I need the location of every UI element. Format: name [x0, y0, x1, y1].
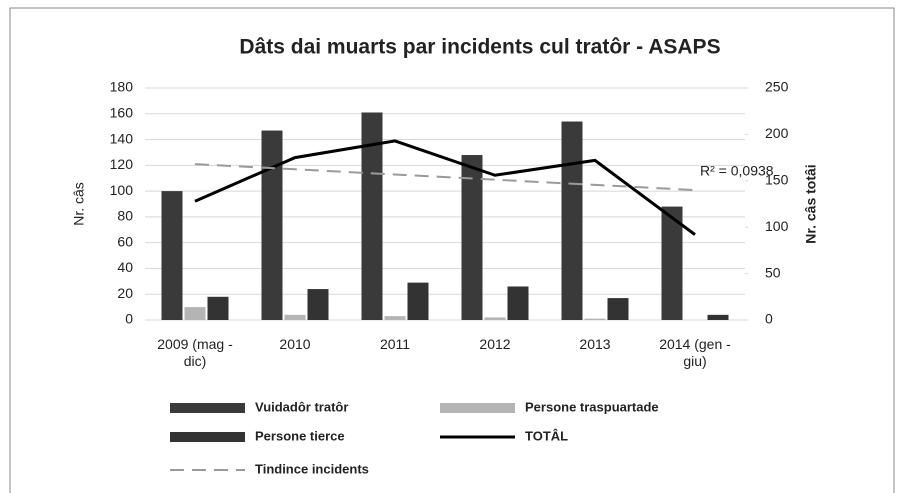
y2-tick-label: 200 — [765, 125, 789, 141]
bar — [161, 191, 183, 320]
trend-line — [194, 163, 696, 192]
bar — [461, 155, 483, 320]
legend-label: Vuidadôr tratôr — [255, 399, 348, 414]
bar — [484, 317, 506, 320]
y-tick-label: 140 — [110, 130, 134, 146]
annotation: R² = 0,0938 — [700, 163, 774, 179]
legend-label: Persone traspuartade — [525, 399, 659, 414]
chart-title: Dâts dai muarts par incidents cul tratôr… — [239, 36, 720, 59]
bar — [261, 130, 283, 320]
bar — [207, 296, 229, 320]
legend-label: Persone tierce — [255, 428, 345, 443]
y-tick-label: 120 — [110, 156, 134, 172]
y-tick-label: 100 — [110, 182, 134, 198]
y-tick-label: 0 — [125, 311, 133, 327]
bar — [661, 206, 683, 320]
y-tick-label: 60 — [117, 233, 133, 249]
y2-tick-label: 150 — [765, 172, 789, 188]
bar — [361, 112, 383, 320]
legend-swatch — [170, 432, 245, 442]
y2-tick-label: 100 — [765, 218, 789, 234]
bar — [584, 318, 606, 320]
bar — [407, 282, 429, 320]
x-tick-label: 2012 — [479, 336, 511, 352]
y-tick-label: 80 — [117, 208, 133, 224]
x-tick-label: 2009 (mag - dic) — [157, 336, 233, 369]
bar — [707, 314, 729, 320]
x-tick-label: 2011 — [379, 336, 411, 352]
y-axis-label: Nr. câs — [71, 182, 87, 226]
legend-swatch — [440, 403, 515, 413]
x-tick-label: 2013 — [579, 336, 611, 352]
chart-frame — [9, 7, 895, 493]
x-tick-label: 2014 (gen - giu) — [659, 336, 731, 369]
bar — [284, 314, 306, 320]
y-tick-label: 160 — [110, 104, 134, 120]
bar — [307, 289, 329, 320]
legend-label: Tindince incidents — [255, 461, 369, 476]
bar — [184, 307, 206, 320]
y-tick-label: 40 — [117, 259, 133, 275]
legend-swatch — [170, 403, 245, 413]
y-tick-label: 180 — [110, 79, 134, 95]
bar — [507, 286, 529, 320]
bar — [384, 316, 406, 320]
y2-tick-label: 0 — [765, 311, 773, 327]
line — [194, 139, 696, 236]
legend-label: TOTÂL — [525, 428, 568, 443]
bar — [607, 298, 629, 320]
y-tick-label: 20 — [117, 285, 133, 301]
y2-tick-label: 50 — [765, 264, 781, 280]
bar — [561, 121, 583, 320]
y2-axis-label: Nr. câs totâi — [803, 164, 819, 243]
x-tick-label: 2010 — [279, 336, 311, 352]
y2-tick-label: 250 — [765, 79, 789, 95]
